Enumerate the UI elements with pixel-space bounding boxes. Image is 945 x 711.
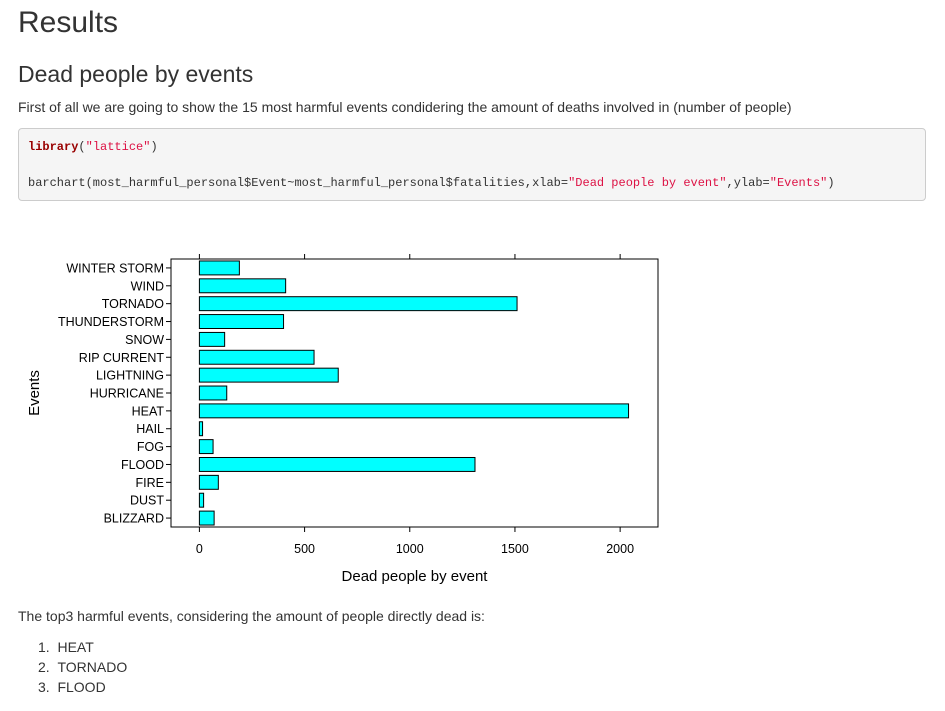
y-tick-label: HURRICANE	[90, 387, 164, 401]
code-string: "Dead people by event"	[568, 176, 727, 190]
bar-dust	[198, 492, 205, 508]
list-item: 1. HEAT	[38, 639, 94, 655]
x-axis-title: Dead people by event	[342, 568, 489, 585]
x-tick-label: 1000	[396, 542, 424, 556]
x-tick-label: 0	[196, 542, 203, 556]
code-keyword: library	[28, 140, 79, 154]
bar-wind	[198, 278, 287, 294]
code-line-library: library("lattice")	[28, 140, 158, 154]
y-tick-label: LIGHTNING	[96, 369, 164, 383]
bar-tornado	[198, 296, 518, 312]
bar-heat	[198, 403, 630, 419]
bar-fire	[198, 474, 219, 490]
bar-thunderstorm	[198, 314, 285, 330]
bar-hail	[198, 421, 204, 437]
code-line-barchart: barchart(most_harmful_personal$Event~mos…	[28, 176, 835, 190]
x-tick-label: 1500	[501, 542, 529, 556]
y-tick-label: SNOW	[125, 333, 164, 347]
bar-rip-current	[198, 349, 315, 365]
section-title: Dead people by events	[18, 61, 254, 87]
y-tick-label: HAIL	[136, 422, 164, 436]
bar-flood	[198, 456, 476, 472]
x-tick-label: 2000	[606, 542, 634, 556]
top3-list: 1. HEAT 2. TORNADO 3. FLOOD	[38, 638, 127, 698]
code-string: "Events"	[769, 176, 828, 190]
y-tick-label: BLIZZARD	[104, 512, 164, 526]
code-block: library("lattice") barchart(most_harmful…	[18, 128, 926, 201]
y-tick-label: HEAT	[132, 404, 165, 418]
list-item: 3. FLOOD	[38, 679, 106, 695]
summary-paragraph: The top3 harmful events, considering the…	[18, 608, 485, 624]
code-text: )	[150, 140, 158, 154]
code-text: (	[78, 140, 86, 154]
bar-chart: WINTER STORM WIND TORNADO THUNDERSTORM SNOW R…	[26, 254, 659, 585]
y-axis-title: Events	[26, 370, 43, 416]
code-text: )	[827, 176, 835, 190]
bar-blizzard	[198, 510, 215, 526]
bar-snow	[198, 331, 226, 347]
y-tick-label: DUST	[130, 494, 164, 508]
bar-winter-storm	[198, 260, 240, 276]
y-tick-label: TORNADO	[102, 297, 165, 311]
code-text: ,ylab=	[726, 176, 770, 190]
bar-lightning	[198, 367, 339, 383]
y-tick-label: FOG	[137, 440, 164, 454]
code-text: barchart(most_harmful_personal$Event~mos…	[28, 176, 569, 190]
y-tick-label: FLOOD	[121, 458, 164, 472]
page-title: Results	[18, 6, 119, 39]
y-tick-label: RIP CURRENT	[79, 351, 165, 365]
y-tick-label: WINTER STORM	[66, 261, 164, 275]
code-string: "lattice"	[85, 140, 151, 154]
list-item: 2. TORNADO	[38, 659, 128, 675]
bar-fog	[198, 439, 214, 455]
x-tick-label: 500	[294, 542, 315, 556]
y-tick-label: WIND	[131, 279, 164, 293]
bar-hurricane	[198, 385, 228, 401]
y-tick-label: THUNDERSTORM	[58, 315, 164, 329]
intro-paragraph: First of all we are going to show the 15…	[18, 99, 792, 115]
y-tick-label: FIRE	[136, 476, 164, 490]
